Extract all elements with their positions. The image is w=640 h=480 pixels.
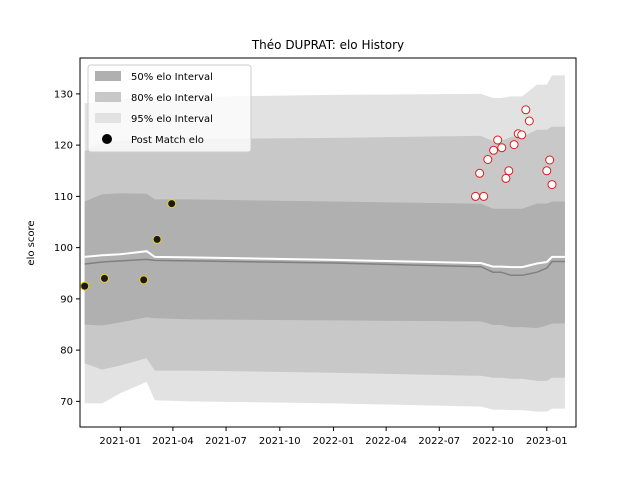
post-match-elo-point xyxy=(497,143,507,153)
x-tick-label: 2021-04 xyxy=(152,436,194,447)
legend: 50% elo Interval 80% elo Interval 95% el… xyxy=(87,64,252,153)
legend-frame xyxy=(87,64,252,153)
y-tick-label: 90 xyxy=(60,294,73,305)
mean-elo-line xyxy=(84,258,565,277)
post-match-elo-point xyxy=(521,105,531,115)
y-tick-label: 110 xyxy=(54,192,73,203)
post-match-elo-point xyxy=(471,191,480,201)
legend-swatch-50 xyxy=(95,71,121,81)
post-match-elo-point xyxy=(479,191,489,201)
x-axis: 2021-01 2021-04 2021-07 2021-10 2022-01 2022-… xyxy=(99,427,568,447)
plot-frame xyxy=(79,57,577,428)
mean-lines xyxy=(84,250,565,277)
y-tick-label: 130 xyxy=(54,89,73,100)
post-match-elo-point xyxy=(501,173,511,183)
legend-label-80: 80% elo Interval xyxy=(131,93,213,104)
y-axis-label: elo score xyxy=(26,220,37,265)
interval-bands xyxy=(84,75,565,412)
post-match-elo-point xyxy=(517,130,527,140)
legend-label-post-match: Post Match elo xyxy=(131,135,204,146)
y-tick-label: 80 xyxy=(60,346,73,357)
y-axis: 70 80 90 100 110 120 130 xyxy=(54,89,80,408)
post-match-elo-point xyxy=(139,275,149,285)
post-match-elo-point xyxy=(100,273,109,283)
post-match-elo-point xyxy=(493,135,503,145)
y-tick-label: 100 xyxy=(54,243,73,254)
legend-label-95: 95% elo Interval xyxy=(131,114,213,125)
post-match-elo-point xyxy=(524,116,534,126)
legend-marker-post-match xyxy=(102,134,112,144)
x-tick-label: 2022-04 xyxy=(365,436,407,447)
post-match-elo-point xyxy=(475,168,485,178)
x-tick-label: 2021-07 xyxy=(205,436,247,447)
post-match-elo-point xyxy=(504,166,514,176)
x-tick-label: 2021-10 xyxy=(259,436,301,447)
x-tick-label: 2023-01 xyxy=(526,436,568,447)
post-match-elo-point xyxy=(483,155,493,164)
x-tick-label: 2022-01 xyxy=(313,436,355,447)
upper-mean-line xyxy=(84,250,565,269)
post-match-elo-point xyxy=(542,166,552,176)
post-match-elo-point xyxy=(489,145,499,155)
post-match-elo-point xyxy=(547,180,557,190)
legend-swatch-95 xyxy=(95,113,121,123)
x-tick-label: 2021-01 xyxy=(99,436,141,447)
chart-title: Théo DUPRAT: elo History xyxy=(251,38,404,52)
y-tick-label: 120 xyxy=(54,141,73,152)
legend-swatch-80 xyxy=(95,92,121,102)
post-match-elo-point xyxy=(167,199,177,209)
x-tick-label: 2022-07 xyxy=(418,436,460,447)
x-tick-label: 2022-10 xyxy=(472,436,514,447)
post-match-elo-point xyxy=(545,155,555,165)
post-match-elo-point xyxy=(509,140,519,150)
post-match-points xyxy=(80,105,557,291)
post-match-elo-point xyxy=(152,234,162,244)
y-tick-label: 70 xyxy=(60,397,73,408)
post-match-elo-point xyxy=(80,281,90,291)
legend-label-50: 50% elo Interval xyxy=(131,72,213,83)
